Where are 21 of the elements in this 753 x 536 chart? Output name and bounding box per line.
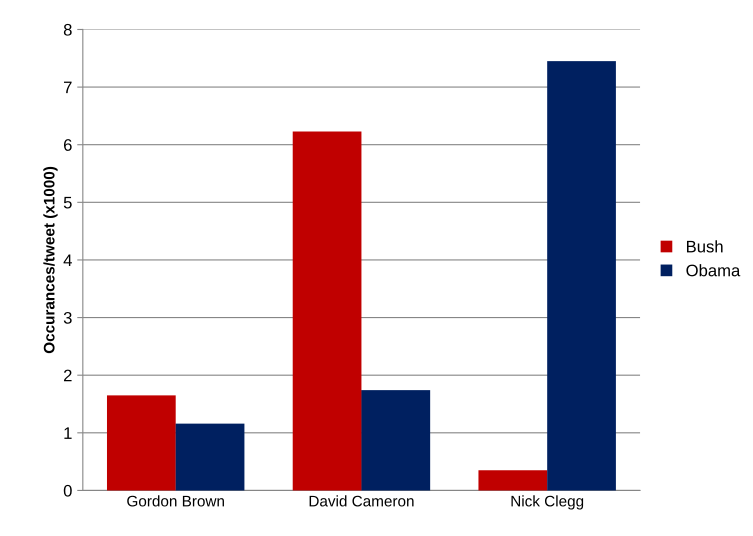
y-tick-label: 0 — [64, 484, 72, 497]
y-tick-label: 2 — [64, 370, 72, 382]
x-tick-label: Gordon Brown — [127, 495, 224, 507]
bar — [176, 424, 244, 490]
legend-label: Obama — [686, 264, 740, 276]
bar — [547, 61, 616, 490]
bar — [361, 390, 430, 490]
y-tick-label: 8 — [64, 24, 72, 36]
y-tick-label: 1 — [64, 427, 72, 439]
y-tick-label: 7 — [64, 82, 72, 94]
bar — [478, 470, 548, 490]
y-tick-label: 6 — [64, 139, 72, 151]
x-tick-label: David Cameron — [310, 495, 414, 507]
bar — [292, 131, 362, 490]
y-tick-label: 4 — [64, 254, 72, 266]
bar — [106, 395, 176, 490]
legend-label: Bush — [686, 240, 723, 252]
x-tick-label: Nick Clegg — [512, 495, 584, 510]
y-axis-title: Occurances/tweet (x1000) — [43, 166, 58, 354]
y-tick-label: 3 — [64, 312, 72, 324]
y-tick-label: 5 — [64, 196, 72, 209]
